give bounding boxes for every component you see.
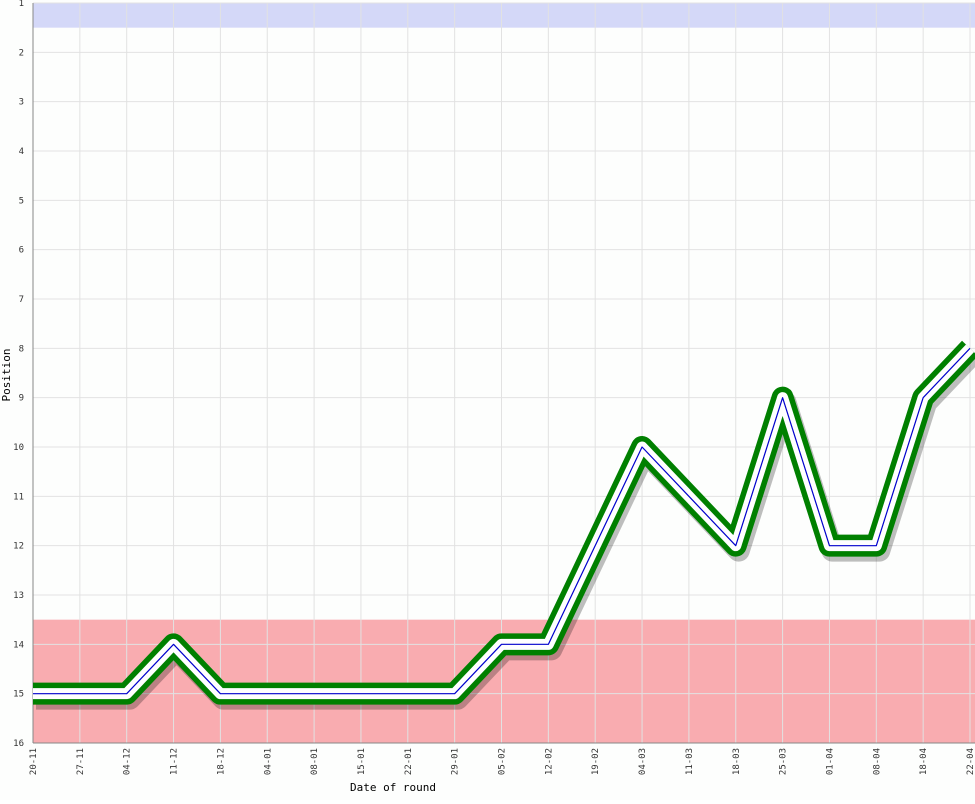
x-tick-label: 29-01 [451,748,461,775]
y-tick-label: 5 [19,196,24,206]
x-tick-label: 12-02 [544,748,554,775]
y-tick-label: 6 [19,246,24,256]
y-tick-label: 12 [13,542,24,552]
x-tick-label: 08-04 [872,748,882,775]
y-axis-label: Position [0,349,13,402]
y-tick-label: 7 [19,295,24,305]
y-tick-label: 4 [19,147,24,157]
x-tick-label: 25-03 [779,748,789,775]
x-tick-label: 22-01 [404,748,414,775]
y-tick-label: 9 [19,394,24,404]
x-tick-label: 05-02 [498,748,508,775]
x-tick-label: 20-11 [29,748,39,775]
y-tick-label: 13 [13,591,24,601]
x-tick-label: 19-02 [591,748,601,775]
x-tick-label: 27-11 [76,748,86,775]
x-tick-label: 01-04 [825,748,835,775]
y-tick-label: 16 [13,739,24,749]
x-tick-label: 22-04 [966,748,975,775]
x-tick-label: 04-01 [263,748,273,775]
x-axis-label: Date of round [350,781,436,794]
y-tick-label: 8 [19,344,24,354]
x-tick-label: 18-12 [216,748,226,775]
x-tick-label: 11-03 [685,748,695,775]
x-tick-label: 08-01 [310,748,320,775]
line [33,347,971,695]
y-tick-label: 3 [19,98,24,108]
x-tick-label: 04-12 [123,748,133,775]
y-tick-label: 15 [13,690,24,700]
y-tick-label: 1 [19,0,24,9]
x-tick-label: 18-04 [919,748,929,775]
y-tick-label: 14 [13,640,24,650]
band [33,3,975,28]
y-tick-label: 2 [19,48,24,58]
y-tick-label: 10 [13,443,24,453]
x-tick-label: 11-12 [170,748,180,775]
y-tick-label: 11 [13,492,24,502]
x-tick-label: 04-03 [638,748,648,775]
x-tick-label: 15-01 [357,748,367,775]
x-tick-label: 18-03 [732,748,742,775]
